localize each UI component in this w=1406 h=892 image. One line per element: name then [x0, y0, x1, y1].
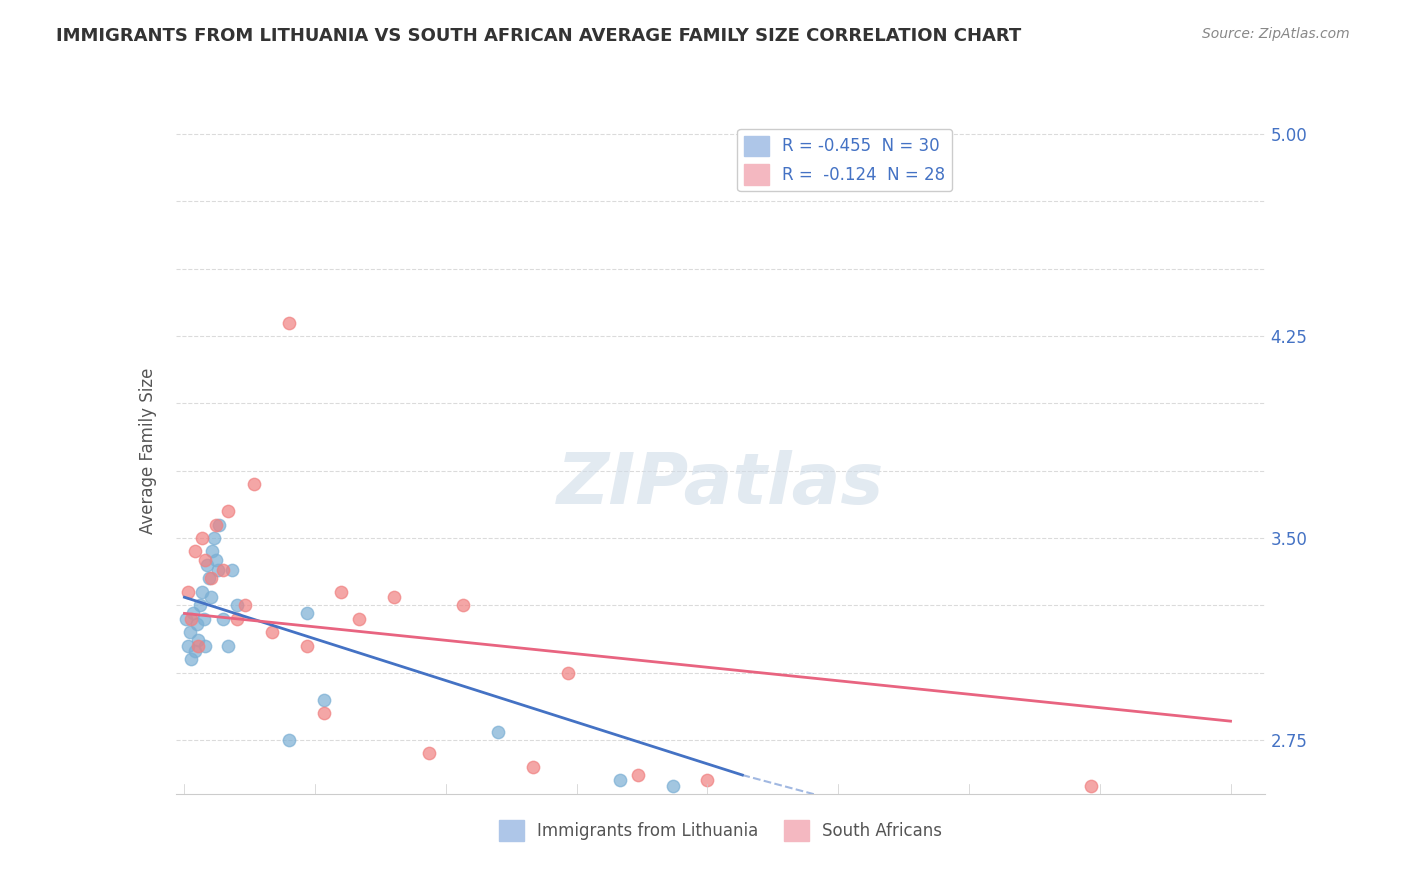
Point — [627, 768, 650, 782]
Point — [205, 552, 228, 566]
Point — [243, 477, 266, 491]
Point — [179, 625, 201, 640]
Point — [696, 773, 718, 788]
Point — [661, 779, 683, 793]
Point — [522, 760, 544, 774]
Point — [312, 692, 335, 706]
Point — [202, 531, 225, 545]
Point — [260, 625, 283, 640]
Point — [211, 612, 233, 626]
Point — [225, 612, 247, 626]
Point — [198, 571, 221, 585]
Point — [278, 316, 301, 330]
Point — [211, 563, 233, 577]
Point — [184, 544, 207, 558]
Point — [347, 612, 370, 626]
Point — [330, 585, 353, 599]
Point — [181, 607, 204, 621]
Text: Source: ZipAtlas.com: Source: ZipAtlas.com — [1202, 27, 1350, 41]
Point — [453, 599, 475, 613]
Point — [557, 665, 579, 680]
Point — [201, 544, 224, 558]
Point — [180, 652, 202, 666]
Point — [382, 591, 405, 605]
Point — [177, 639, 200, 653]
Point — [221, 563, 243, 577]
Point — [186, 617, 208, 632]
Point — [194, 639, 217, 653]
Point — [208, 517, 231, 532]
Point — [217, 639, 239, 653]
Point — [200, 571, 222, 585]
Point — [217, 504, 239, 518]
Legend: Immigrants from Lithuania, South Africans: Immigrants from Lithuania, South African… — [492, 814, 949, 847]
Point — [609, 773, 631, 788]
Point — [295, 639, 318, 653]
Text: ZIPatlas: ZIPatlas — [557, 450, 884, 519]
Point — [191, 585, 214, 599]
Y-axis label: Average Family Size: Average Family Size — [139, 368, 157, 533]
Point — [235, 599, 257, 613]
Point — [312, 706, 335, 720]
Point — [486, 725, 509, 739]
Point — [174, 612, 197, 626]
Point — [177, 585, 200, 599]
Point — [180, 612, 202, 626]
Point — [295, 607, 318, 621]
Point — [418, 747, 440, 761]
Point — [200, 591, 222, 605]
Text: IMMIGRANTS FROM LITHUANIA VS SOUTH AFRICAN AVERAGE FAMILY SIZE CORRELATION CHART: IMMIGRANTS FROM LITHUANIA VS SOUTH AFRIC… — [56, 27, 1022, 45]
Point — [225, 599, 247, 613]
Point — [194, 552, 217, 566]
Point — [184, 644, 207, 658]
Point — [278, 733, 301, 747]
Point — [1080, 779, 1102, 793]
Point — [191, 531, 214, 545]
Point — [187, 633, 209, 648]
Point — [187, 639, 209, 653]
Point — [207, 563, 229, 577]
Point — [783, 800, 806, 814]
Point — [193, 612, 215, 626]
Point — [195, 558, 218, 572]
Point — [188, 599, 211, 613]
Point — [205, 517, 228, 532]
